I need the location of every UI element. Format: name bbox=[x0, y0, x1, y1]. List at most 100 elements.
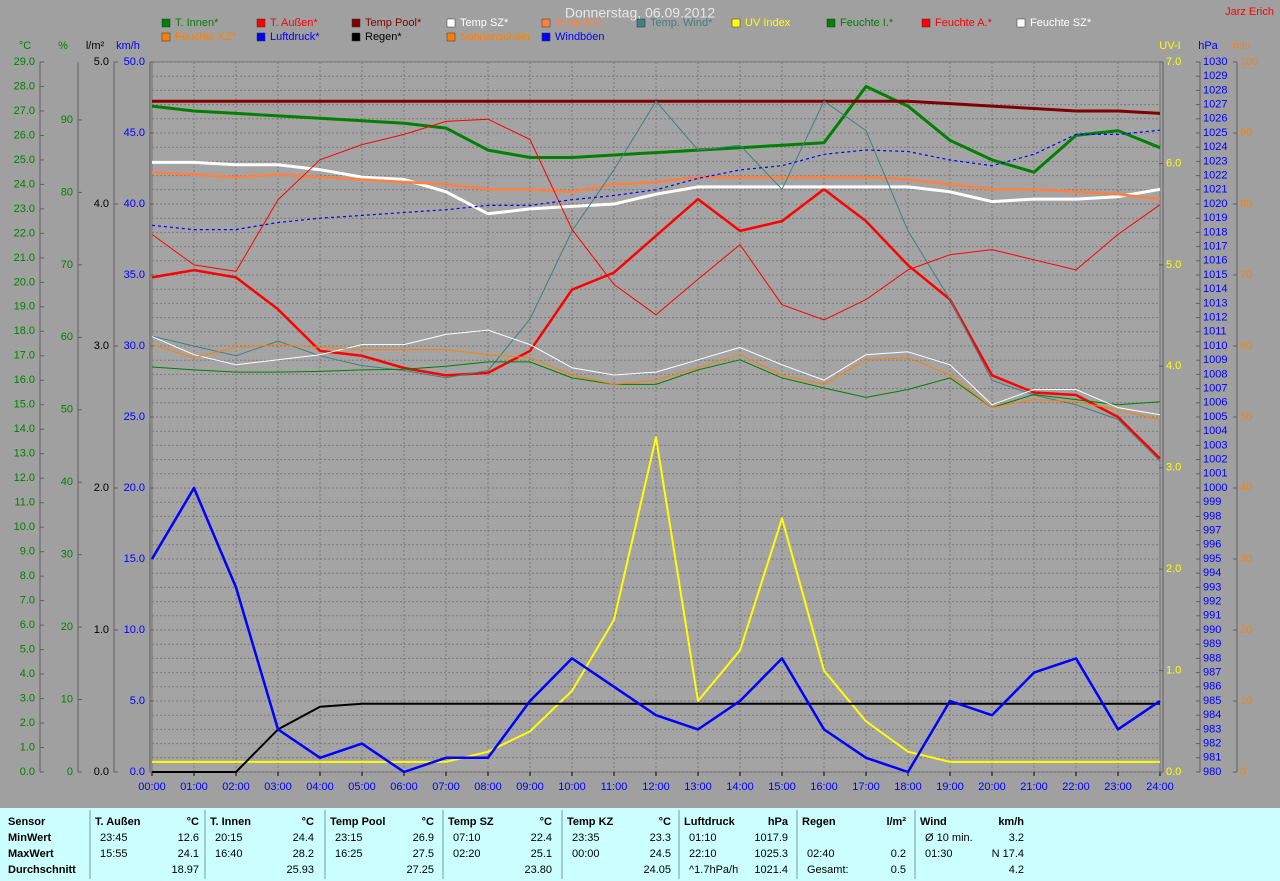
legend-swatch bbox=[921, 18, 931, 28]
y-tick-label: 988 bbox=[1203, 652, 1221, 664]
y-tick-label: 80 bbox=[1240, 198, 1252, 210]
y-tick-label: 4.0 bbox=[1166, 360, 1181, 372]
y-tick-label: 1000 bbox=[1203, 482, 1227, 494]
x-tick-label: 04:00 bbox=[306, 781, 334, 793]
y-tick-label: 2.0 bbox=[94, 482, 109, 494]
y-tick-label: 0.0 bbox=[130, 766, 145, 778]
legend-label: Feuchte A.* bbox=[935, 17, 993, 29]
legend-swatch bbox=[351, 32, 361, 42]
legend-swatch bbox=[541, 18, 551, 28]
y-tick-label: 1.0 bbox=[94, 624, 109, 636]
row-label: Sensor bbox=[8, 816, 46, 828]
series-line bbox=[151, 118, 1161, 321]
axis-title: °C bbox=[19, 40, 31, 52]
cell-time: 02:40 bbox=[807, 848, 835, 860]
y-tick-label: 27.0 bbox=[14, 105, 35, 117]
series-line bbox=[151, 170, 1161, 201]
y-tick-label: 0.0 bbox=[20, 766, 35, 778]
y-tick-label: 10.0 bbox=[14, 521, 35, 533]
y-tick-label: 9.0 bbox=[20, 546, 35, 558]
y-tick-label: 991 bbox=[1203, 610, 1221, 622]
cell-value: 24.1 bbox=[178, 848, 199, 860]
cell-time: 00:00 bbox=[572, 848, 600, 860]
cell-value: N 17.4 bbox=[992, 848, 1024, 860]
y-tick-label: 0 bbox=[67, 766, 73, 778]
cell-value: 23.80 bbox=[524, 864, 552, 876]
y-tick-label: 7.0 bbox=[1166, 56, 1181, 68]
legend-label: T. Innen* bbox=[175, 17, 219, 29]
legend-swatch bbox=[256, 32, 266, 42]
cell-value: 24.4 bbox=[293, 832, 314, 844]
cell-value: 0.2 bbox=[891, 848, 906, 860]
y-tick-label: 990 bbox=[1203, 624, 1221, 636]
y-tick-label: 1028 bbox=[1203, 84, 1227, 96]
legend-label: Windböen bbox=[555, 31, 605, 43]
cell-time: 22:10 bbox=[689, 848, 717, 860]
y-tick-label: 60 bbox=[61, 331, 73, 343]
row-label: Durchschnitt bbox=[8, 864, 76, 876]
legend-label: Feuchte SZ* bbox=[1030, 17, 1092, 29]
cell-value: 4.2 bbox=[1009, 864, 1024, 876]
y-tick-label: 19.0 bbox=[14, 301, 35, 313]
legend-swatch bbox=[351, 18, 361, 28]
y-tick-label: 8.0 bbox=[20, 570, 35, 582]
cell-value: 28.2 bbox=[293, 848, 314, 860]
x-tick-label: 16:00 bbox=[810, 781, 838, 793]
y-tick-label: 5.0 bbox=[1166, 259, 1181, 271]
x-tick-label: 19:00 bbox=[936, 781, 964, 793]
cell-value: 24.05 bbox=[643, 864, 671, 876]
y-tick-label: 20 bbox=[61, 621, 73, 633]
summary-table-bg bbox=[0, 808, 1280, 881]
row-label: MinWert bbox=[8, 832, 52, 844]
y-tick-label: 10 bbox=[61, 693, 73, 705]
x-tick-label: 08:00 bbox=[474, 781, 502, 793]
cell-time: 23:45 bbox=[100, 832, 128, 844]
y-tick-label: 2.0 bbox=[1166, 563, 1181, 575]
legend-swatch bbox=[446, 18, 456, 28]
cell-time: 02:20 bbox=[453, 848, 481, 860]
y-tick-label: 90 bbox=[61, 114, 73, 126]
y-tick-label: 1017 bbox=[1203, 241, 1227, 253]
y-tick-label: 1012 bbox=[1203, 312, 1227, 324]
x-tick-label: 00:00 bbox=[138, 781, 166, 793]
cell-value: 27.5 bbox=[413, 848, 434, 860]
y-tick-label: 1018 bbox=[1203, 226, 1227, 238]
y-tick-label: 13.0 bbox=[14, 448, 35, 460]
y-tick-label: 980 bbox=[1203, 766, 1221, 778]
y-tick-label: 15.0 bbox=[14, 399, 35, 411]
legend-swatch bbox=[826, 18, 836, 28]
y-tick-label: 50 bbox=[61, 404, 73, 416]
cell-value: 1021.4 bbox=[754, 864, 788, 876]
legend-label: Feuchte KZ* bbox=[175, 31, 237, 43]
cell-time: 23:15 bbox=[335, 832, 363, 844]
y-tick-label: 50 bbox=[1240, 411, 1252, 423]
group-unit: °C bbox=[302, 816, 314, 828]
y-tick-label: 1010 bbox=[1203, 340, 1227, 352]
group-unit: °C bbox=[540, 816, 552, 828]
group-name: Luftdruck bbox=[684, 816, 736, 828]
y-tick-label: 1001 bbox=[1203, 468, 1227, 480]
cell-time: 16:25 bbox=[335, 848, 363, 860]
legend-swatch bbox=[541, 32, 551, 42]
cell-time: 07:10 bbox=[453, 832, 481, 844]
y-tick-label: 995 bbox=[1203, 553, 1221, 565]
y-tick-label: 1023 bbox=[1203, 155, 1227, 167]
legend-swatch bbox=[1016, 18, 1026, 28]
legend-swatch bbox=[161, 18, 171, 28]
y-tick-label: 1027 bbox=[1203, 99, 1227, 111]
y-tick-label: 1022 bbox=[1203, 170, 1227, 182]
y-tick-label: 25.0 bbox=[14, 154, 35, 166]
y-tick-label: 1015 bbox=[1203, 269, 1227, 281]
y-tick-label: 989 bbox=[1203, 638, 1221, 650]
legend-label: Temp KZ* bbox=[555, 17, 604, 29]
y-tick-label: 1026 bbox=[1203, 113, 1227, 125]
y-tick-label: 25.0 bbox=[124, 411, 145, 423]
cell-time: ^1.7hPa/h bbox=[689, 864, 738, 876]
y-tick-label: 1004 bbox=[1203, 425, 1227, 437]
y-tick-label: 90 bbox=[1240, 127, 1252, 139]
y-tick-label: 100 bbox=[1240, 56, 1258, 68]
y-tick-label: 992 bbox=[1203, 596, 1221, 608]
y-tick-label: 982 bbox=[1203, 738, 1221, 750]
cell-time: 01:10 bbox=[689, 832, 717, 844]
